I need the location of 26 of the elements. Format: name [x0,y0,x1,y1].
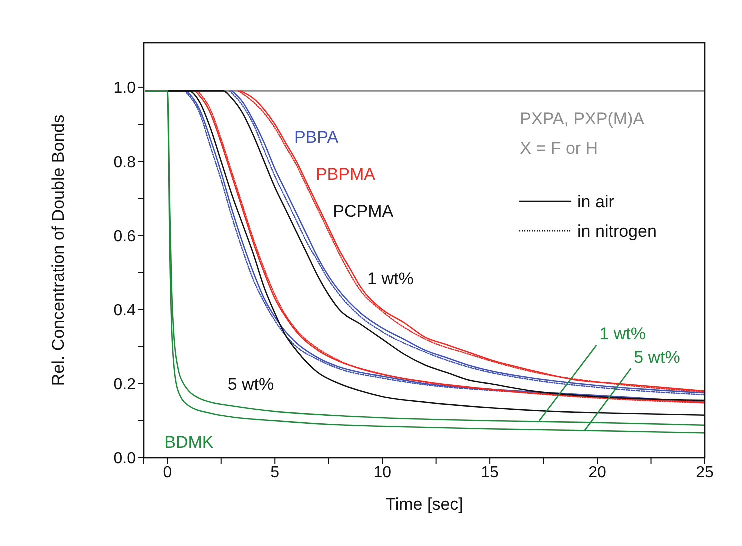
x-tick-label: 5 [270,464,280,482]
y-axis-title: Rel. Concentration of Double Bonds [49,114,68,386]
annotation: in nitrogen [578,222,657,242]
x-tick-label: 0 [163,464,172,482]
y-tick-label: 0.6 [114,228,136,246]
x-tick-label: 15 [481,464,500,482]
series-label: PXPA, PXP(M)A [520,110,646,129]
y-tick-label: 0.8 [114,154,136,172]
y-tick-label: 0.0 [114,450,136,468]
annotation: in air [578,192,615,212]
x-tick-label: 10 [374,464,392,482]
annotation: 5 wt% [228,374,274,394]
x-tick-label: 20 [588,464,607,482]
series-label: PBPMA [316,165,376,184]
annotation: 1 wt% [600,324,646,344]
annotation: 1 wt% [368,270,414,289]
x-axis-title: Time [sec] [386,495,464,514]
y-tick-label: 0.2 [114,376,136,394]
text: PCPMA [333,202,394,222]
annotation: 5 wt% [634,348,680,367]
x-tick-label: 25 [696,464,714,482]
annotation: X = F or H [520,139,598,158]
y-tick-label: 1.0 [114,80,136,98]
y-tick-label: 0.4 [114,302,136,320]
series-label: PBPA [294,128,340,148]
series-label: BDMK [164,432,214,452]
